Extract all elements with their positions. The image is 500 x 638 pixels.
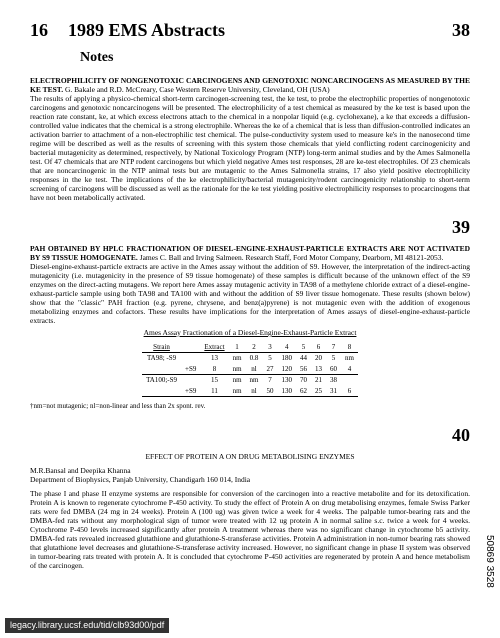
table-row: +S98nmnl271205613604 <box>142 364 358 375</box>
abstract-40-body: The phase I and phase II enzyme systems … <box>30 489 470 570</box>
abstract-40-title: EFFECT OF PROTEIN A ON DRUG METABOLISING… <box>30 452 470 461</box>
page-header: 16 1989 EMS Abstracts 38 <box>30 20 470 42</box>
abstract-39-authors: James C. Ball and Irving Salmeen. Resear… <box>140 253 444 262</box>
page-number-left: 16 <box>30 20 48 42</box>
abstract-39-body: Diesel-engine-exhaust-particle extracts … <box>30 262 470 325</box>
document-id: 50869 3528 <box>483 535 495 588</box>
table-title: Ames Assay Fractionation of a Diesel-Eng… <box>30 328 470 337</box>
table-row: +S911nmnl501306225316 <box>142 386 358 397</box>
table-row: Strain Extract 1 2 3 4 5 6 7 8 <box>142 342 358 353</box>
abstract-number-38: 38 <box>452 20 470 42</box>
abstract-38: ELECTROPHILICITY OF NONGENOTOXIC CARCINO… <box>30 76 470 202</box>
abstract-38-body: The results of applying a physico-chemic… <box>30 94 470 202</box>
table-footnote: †nm=not mutagenic; nl=non-linear and les… <box>30 402 470 410</box>
source-url: legacy.library.ucsf.edu/tid/clb93d00/pdf <box>5 618 169 633</box>
abstract-40: EFFECT OF PROTEIN A ON DRUG METABOLISING… <box>30 452 470 570</box>
fractionation-table: Strain Extract 1 2 3 4 5 6 7 8 TA98; -S9… <box>142 342 358 397</box>
abstract-number-40: 40 <box>30 425 470 447</box>
abstract-40-authors: M.R.Bansal and Deepika Khanna Department… <box>30 466 470 484</box>
table-row: TA100;-S915nmnm7130702138 <box>142 375 358 386</box>
abstract-number-39: 39 <box>30 217 470 239</box>
abstract-38-authors: G. Bakale and R.D. McCreary, Case Wester… <box>65 85 330 94</box>
table-row: TA98; -S913nm0.8518044205nm <box>142 353 358 364</box>
abstract-39: PAH OBTAINED BY HPLC FRACTIONATION OF DI… <box>30 244 470 410</box>
journal-title: 1989 EMS Abstracts <box>68 20 452 42</box>
notes-label: Notes <box>80 50 470 67</box>
